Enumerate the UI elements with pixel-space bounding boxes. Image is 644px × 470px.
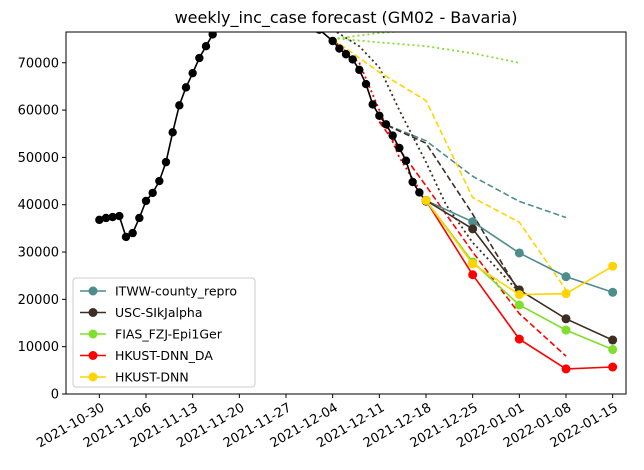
observed-point-7: [141, 196, 151, 206]
plot-area: [95, 32, 618, 374]
series-1-dotted-line-0: [334, 32, 520, 293]
series-2-dotted-line-0: [332, 37, 520, 64]
series-2-point-3: [561, 325, 571, 335]
series-4-point-2: [514, 290, 524, 300]
observed-point-17: [208, 32, 217, 39]
legend-label-2: FIAS_FZJ-Epi1Ger: [115, 327, 223, 342]
observed-point-9: [155, 176, 164, 186]
observed-point-24: [328, 36, 337, 46]
observed-point-16: [201, 41, 211, 51]
axes: 0100002000030000400005000060000700002021…: [18, 31, 627, 451]
series-2-point-4: [608, 345, 618, 355]
observed-point-30: [368, 100, 377, 109]
observed-point-37: [415, 188, 424, 197]
plot-frame: [65, 31, 627, 395]
observed-point-33: [388, 131, 397, 140]
legend-marker-0: [88, 286, 98, 296]
series-1-point-4: [608, 335, 618, 345]
observed-point-3: [115, 211, 124, 221]
series-1-point-1: [468, 224, 478, 234]
legend-label-3: HKUST-DNN_DA: [115, 348, 213, 363]
series-3-dotted-line-0: [332, 39, 427, 201]
series-3-point-1: [468, 270, 478, 280]
observed-point-28: [355, 65, 364, 75]
observed-point-26: [341, 50, 351, 59]
observed-point-34: [395, 143, 404, 153]
series-2-point-2: [514, 300, 524, 310]
series-0-point-2: [514, 248, 524, 258]
series-4-point-1: [468, 259, 478, 269]
y-tick-label-3: 30000: [18, 246, 59, 261]
y-tick-label-1: 10000: [18, 340, 59, 355]
y-tick-label-4: 40000: [18, 198, 59, 213]
observed-point-6: [135, 213, 144, 223]
series-4-dashed-line-0: [332, 38, 567, 291]
y-tick-label-2: 20000: [18, 293, 59, 308]
legend: ITWW-county_repro USC-SIkJalpha FIAS_FZJ-E…: [72, 277, 256, 388]
series-3-point-3: [561, 364, 571, 374]
series-1-dashed-line-0: [378, 121, 520, 293]
observed-point-35: [401, 156, 411, 165]
legend-box: [72, 277, 256, 388]
observed-point-25: [335, 44, 344, 53]
chart-title: weekly_inc_case forecast (GM02 - Bavaria…: [175, 8, 518, 28]
observed-point-15: [195, 53, 204, 63]
series-0-point-3: [561, 272, 571, 282]
series-0-point-1: [468, 217, 478, 227]
observed-point-13: [181, 83, 191, 92]
observed-point-27: [348, 55, 357, 64]
legend-marker-2: [88, 329, 98, 339]
y-tick-label-0: 0: [51, 388, 59, 403]
series-3-point-4: [608, 362, 618, 372]
legend-marker-1: [88, 308, 98, 317]
observed-point-36: [408, 177, 417, 187]
observed-point-1: [101, 213, 111, 223]
y-tick-label-7: 70000: [18, 56, 59, 71]
legend-marker-3: [88, 351, 98, 360]
observed-point-11: [168, 128, 177, 137]
legend-label-1: USC-SIkJalpha: [115, 305, 203, 320]
observed-point-14: [188, 68, 197, 78]
observed-point-8: [148, 188, 157, 198]
series-4-point-4: [608, 261, 618, 271]
observed-point-5: [128, 228, 137, 238]
observed-point-0: [95, 215, 104, 225]
legend-label-4: HKUST-DNN: [115, 370, 189, 385]
series-4-point-0: [421, 195, 431, 205]
series-4-point-3: [561, 289, 571, 299]
observed-point-2: [108, 212, 117, 222]
y-tick-label-6: 60000: [18, 104, 59, 119]
observed-point-10: [161, 157, 171, 167]
series-1-point-3: [561, 314, 571, 324]
y-tick-label-5: 50000: [18, 151, 59, 166]
observed-point-32: [381, 120, 391, 129]
series-0-point-4: [608, 287, 618, 297]
observed-point-31: [375, 111, 384, 120]
series-2-dotted-line-1: [332, 32, 405, 40]
observed-point-29: [361, 79, 371, 89]
observed-point-12: [175, 101, 184, 110]
legend-label-0: ITWW-county_repro: [115, 284, 237, 299]
series-0-dashed-line-0: [378, 121, 567, 219]
legend-marker-4: [88, 372, 98, 382]
observed-point-4: [121, 232, 131, 242]
series-3-point-2: [514, 334, 524, 344]
